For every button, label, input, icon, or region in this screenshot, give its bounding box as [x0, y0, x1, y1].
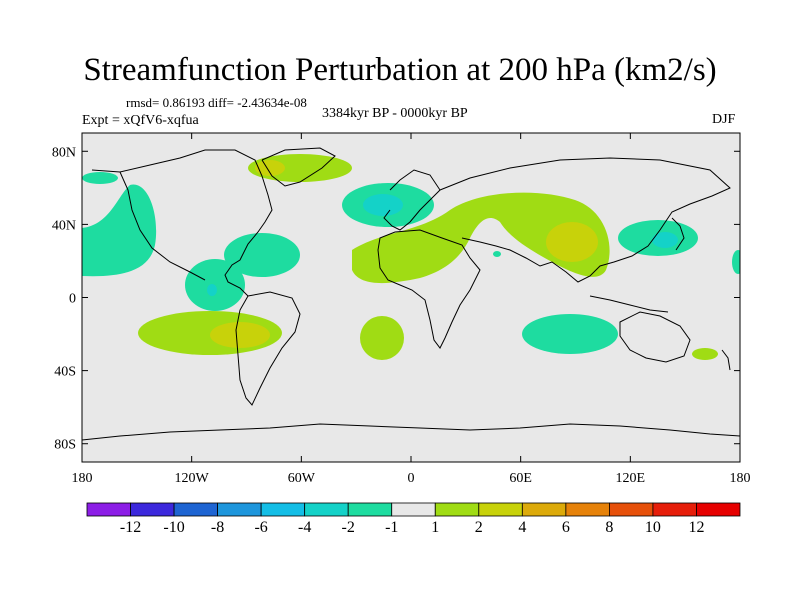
longitude-axis: 180 120W 60W 0 60E 120E 180: [72, 133, 751, 486]
anomaly-arabia-negative: [493, 251, 501, 257]
coast-greenland: [261, 147, 336, 187]
lon-tick-label: 120W: [175, 471, 210, 486]
period-label: 3384kyr BP - 0000kyr BP: [322, 106, 468, 121]
latitude-axis: 80N 40N 0 40S 80S: [52, 145, 740, 453]
lat-tick-label: 40S: [54, 365, 76, 380]
lat-tick-label: 40N: [52, 218, 76, 233]
coast-europe: [383, 169, 441, 231]
stats-line: rmsd= 0.86193 diff= -2.43634e-08: [126, 95, 307, 110]
colorbar-label: 1: [431, 519, 439, 536]
colorbar-swatch: [565, 502, 610, 517]
experiment-label: Expt = xQfV6-xqfua: [82, 113, 199, 128]
lat-tick-label: 80N: [52, 145, 76, 160]
coastlines: [82, 147, 740, 441]
colorbar-label: 2: [475, 519, 483, 536]
lon-tick-label: 120E: [616, 471, 646, 486]
colorbar-swatch: [130, 502, 175, 517]
anomaly-dateline-negative: [732, 250, 740, 274]
lon-tick-label: 60W: [288, 471, 316, 486]
coast-indonesia: [589, 295, 669, 313]
coast-japan: [671, 217, 685, 251]
chart-title: Streamfunction Perturbation at 200 hPa (…: [83, 52, 717, 88]
anomaly-japan-core: [652, 232, 678, 248]
colorbar-swatch: [173, 502, 218, 517]
colorbar-label: -8: [211, 519, 224, 536]
colorbar-swatch: [217, 502, 262, 517]
anomaly-alaska-negative: [82, 172, 118, 184]
colorbar-swatch: [652, 502, 697, 517]
colorbar-label: 6: [562, 519, 570, 536]
colorbar-swatch: [260, 502, 306, 517]
lon-tick-label: 60E: [509, 471, 532, 486]
coast-north-america: [91, 149, 273, 297]
colorbar-label: -2: [342, 519, 355, 536]
anomaly-tasman-positive: [692, 348, 718, 360]
coast-asia: [439, 157, 731, 283]
season-label: DJF: [712, 112, 736, 127]
colorbar-label: -6: [254, 519, 267, 536]
colorbar-label: -10: [163, 519, 184, 536]
lat-tick-label: 80S: [54, 438, 76, 453]
colorbar-swatch: [521, 502, 567, 517]
colorbar-swatch: [434, 502, 480, 517]
lon-tick-label: 180: [730, 471, 751, 486]
lon-tick-label: 0: [408, 471, 415, 486]
anomaly-ne-pacific-negative: [82, 184, 157, 277]
colorbar-label: 4: [518, 519, 526, 536]
anomaly-south-atlantic-positive: [360, 316, 404, 360]
coast-australia: [619, 311, 691, 363]
colorbar: -12 -10 -8 -6 -4 -2 -1 1 2 4 6 8 10 12: [86, 502, 741, 536]
anomaly-central-america-negative: [185, 259, 245, 311]
coast-africa: [377, 229, 481, 349]
colorbar-label: -4: [298, 519, 311, 536]
colorbar-swatch: [391, 502, 436, 517]
coast-antarctica: [82, 423, 740, 441]
colorbar-label: 12: [688, 519, 704, 536]
colorbar-label: 10: [645, 519, 661, 536]
lon-tick-label: 180: [72, 471, 93, 486]
ocean-background: [82, 133, 740, 462]
lat-tick-label: 0: [69, 292, 76, 307]
colorbar-swatch: [696, 502, 741, 517]
anomaly-south-pacific-core: [210, 322, 270, 348]
colorbar-label: -1: [385, 519, 398, 536]
coast-north-america-west: [119, 171, 206, 281]
colorbar-swatch: [478, 502, 523, 517]
anomaly-tibet-core: [546, 222, 598, 262]
anomaly-central-america-core: [207, 284, 217, 296]
colorbar-label: -12: [120, 519, 141, 536]
colorbar-swatch: [304, 502, 349, 517]
anomaly-ne-atlantic-core: [363, 194, 403, 216]
anomaly-greenland-core: [255, 160, 285, 176]
anomaly-africa-asia-positive: [352, 192, 610, 284]
coast-new-zealand: [721, 349, 731, 371]
colorbar-swatch: [347, 502, 393, 517]
colorbar-swatch: [86, 502, 131, 517]
anomaly-south-indian-negative: [522, 314, 618, 354]
colorbar-swatch: [609, 502, 654, 517]
colorbar-label: 8: [605, 519, 613, 536]
anomaly-north-america-negative: [224, 233, 300, 277]
coast-south-america: [235, 291, 301, 406]
